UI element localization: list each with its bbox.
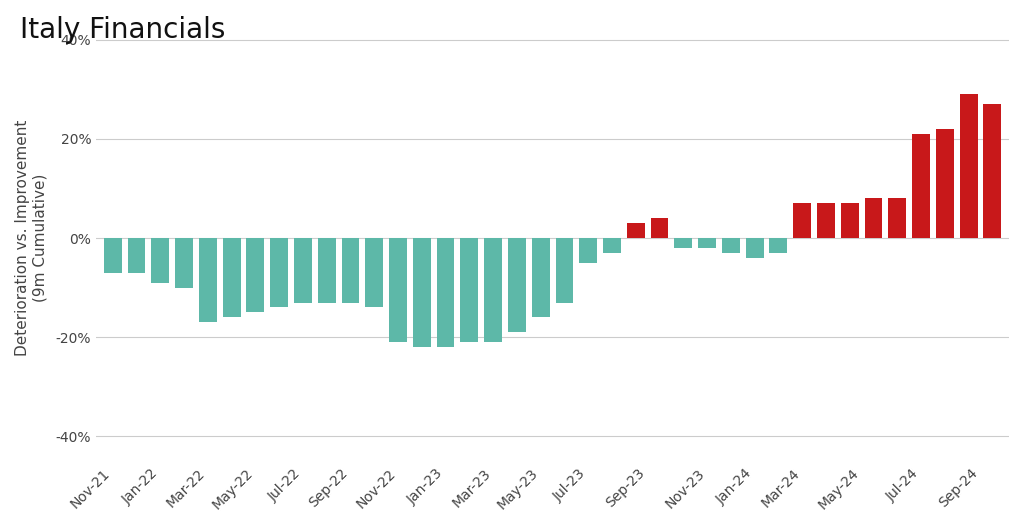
Bar — [983, 104, 1001, 238]
Bar — [722, 238, 739, 253]
Bar — [366, 238, 383, 307]
Bar — [675, 238, 692, 248]
Text: Italy Financials: Italy Financials — [20, 16, 226, 44]
Bar — [128, 238, 145, 273]
Bar — [889, 199, 906, 238]
Bar — [175, 238, 193, 288]
Bar — [247, 238, 264, 313]
Bar — [103, 238, 122, 273]
Bar — [508, 238, 525, 333]
Bar — [912, 134, 930, 238]
Bar — [745, 238, 764, 258]
Bar — [436, 238, 455, 347]
Bar — [461, 238, 478, 342]
Bar — [864, 199, 883, 238]
Y-axis label: Deterioration vs. Improvement
(9m Cumulative): Deterioration vs. Improvement (9m Cumula… — [15, 120, 47, 356]
Bar — [294, 238, 312, 302]
Bar — [794, 203, 811, 238]
Bar — [769, 238, 787, 253]
Bar — [627, 223, 645, 238]
Bar — [317, 238, 336, 302]
Bar — [555, 238, 573, 302]
Bar — [152, 238, 169, 282]
Bar — [389, 238, 407, 342]
Bar — [817, 203, 835, 238]
Bar — [270, 238, 288, 307]
Bar — [959, 94, 978, 238]
Bar — [199, 238, 217, 323]
Bar — [580, 238, 597, 263]
Bar — [531, 238, 550, 317]
Bar — [342, 238, 359, 302]
Bar — [698, 238, 716, 248]
Bar — [841, 203, 859, 238]
Bar — [650, 218, 669, 238]
Bar — [484, 238, 502, 342]
Bar — [936, 129, 953, 238]
Bar — [222, 238, 241, 317]
Bar — [603, 238, 621, 253]
Bar — [413, 238, 431, 347]
